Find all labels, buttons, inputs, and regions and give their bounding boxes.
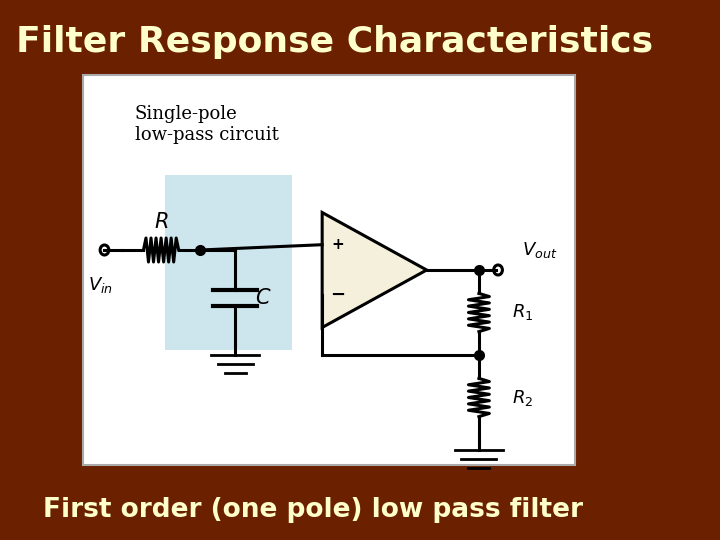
Polygon shape xyxy=(322,213,427,327)
Text: $V_{out}$: $V_{out}$ xyxy=(522,240,557,260)
Text: $C$: $C$ xyxy=(255,287,271,307)
Text: Filter Response Characteristics: Filter Response Characteristics xyxy=(16,25,653,59)
Text: $V_{in}$: $V_{in}$ xyxy=(88,275,112,295)
Text: $R_1$: $R_1$ xyxy=(512,302,534,322)
Text: $R_2$: $R_2$ xyxy=(512,388,534,408)
Bar xyxy=(83,75,575,465)
Text: +: + xyxy=(331,237,344,252)
Text: Single-pole
low-pass circuit: Single-pole low-pass circuit xyxy=(135,105,279,144)
Text: −: − xyxy=(330,286,346,305)
Bar xyxy=(166,175,292,350)
Text: $R$: $R$ xyxy=(154,212,168,232)
Text: First order (one pole) low pass filter: First order (one pole) low pass filter xyxy=(43,497,583,523)
